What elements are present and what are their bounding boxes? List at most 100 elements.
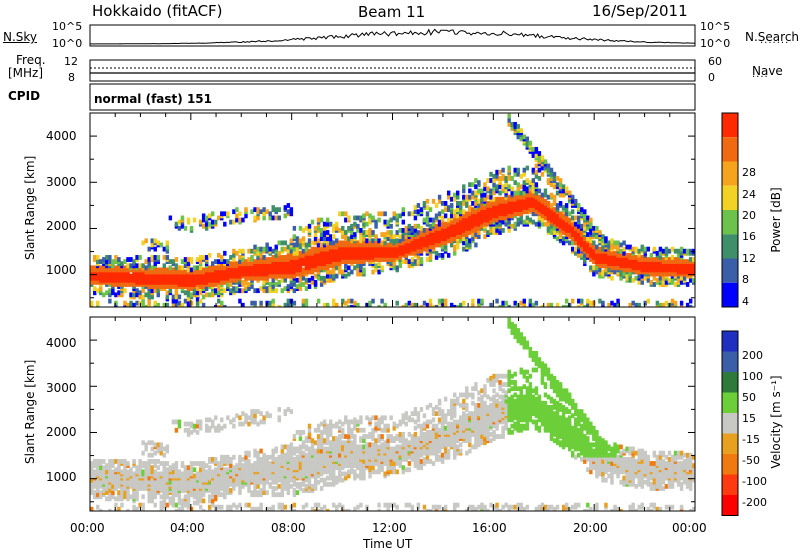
- heatmap-cell: [577, 298, 581, 304]
- heatmap-cell: [525, 215, 530, 221]
- heatmap-cell: [549, 228, 554, 233]
- heatmap-cell: [504, 215, 508, 221]
- heatmap-cell: [431, 217, 436, 223]
- heatmap-cell: [685, 302, 690, 307]
- heatmap-cell: [268, 454, 272, 460]
- heatmap-cell: [132, 267, 136, 273]
- heatmap-cell: [93, 290, 97, 296]
- heatmap-cell: [262, 486, 266, 491]
- heatmap-cell: [325, 427, 330, 433]
- heatmap-cell: [283, 456, 288, 462]
- heatmap-cell: [577, 215, 581, 221]
- heatmap-cell: [356, 263, 360, 269]
- heatmap-cell: [428, 298, 433, 304]
- heatmap-cell: [395, 230, 399, 235]
- heatmap-cell: [171, 469, 176, 475]
- heatmap-cell: [558, 211, 563, 217]
- heatmap-cell: [214, 415, 218, 421]
- heatmap-cell: [141, 506, 145, 511]
- heatmap-cell: [328, 481, 333, 487]
- heatmap-cell: [198, 219, 203, 225]
- heatmap-cell: [99, 490, 103, 496]
- heatmap-cell: [183, 290, 188, 296]
- heatmap-cell: [259, 502, 263, 508]
- heatmap-cell: [195, 286, 200, 292]
- heatmap-cell: [549, 203, 554, 208]
- heatmap-cell: [241, 411, 245, 417]
- heatmap-cell: [189, 506, 194, 511]
- heatmap-cell: [495, 228, 499, 233]
- heatmap-cell: [123, 469, 127, 475]
- heatmap-cell: [377, 261, 381, 267]
- heatmap-cell: [105, 255, 109, 260]
- heatmap-cell: [574, 250, 578, 256]
- heatmap-cell: [549, 302, 554, 307]
- heatmap-cell: [150, 265, 154, 271]
- heatmap-cell: [108, 488, 112, 493]
- heatmap-cell: [489, 302, 493, 307]
- heatmap-cell: [332, 298, 336, 304]
- heatmap-cell: [111, 469, 115, 475]
- heatmap-cell: [183, 269, 188, 275]
- heatmap-cell: [292, 300, 297, 306]
- heatmap-cell: [389, 217, 393, 223]
- heatmap-cell: [198, 504, 203, 510]
- heatmap-cell: [192, 473, 197, 479]
- heatmap-cell: [601, 300, 605, 306]
- heatmap-cell: [211, 219, 215, 225]
- heatmap-cell: [428, 302, 433, 307]
- heatmap-cell: [129, 304, 133, 307]
- heatmap-cell: [322, 446, 327, 452]
- heatmap-cell: [204, 292, 209, 298]
- heatmap-cell: [413, 215, 418, 221]
- heatmap-cell: [332, 228, 336, 233]
- heatmap-cell: [259, 209, 263, 215]
- heatmap-cell: [622, 250, 626, 256]
- heatmap-cell: [449, 196, 454, 202]
- heatmap-cell: [389, 242, 393, 248]
- heatmap-cell: [96, 459, 100, 464]
- heatmap-cell: [622, 246, 626, 252]
- heatmap-cell: [516, 190, 520, 196]
- heatmap-cell: [123, 259, 127, 264]
- heatmap-cell: [319, 421, 324, 427]
- heatmap-cell: [495, 169, 499, 175]
- heatmap-cell: [250, 413, 254, 419]
- heatmap-cell: [525, 186, 530, 192]
- heatmap-cell: [135, 300, 139, 306]
- heatmap-cell: [371, 230, 375, 235]
- heatmap-cell: [328, 423, 333, 429]
- heatmap-cell: [262, 490, 266, 496]
- heatmap-cell: [292, 446, 297, 452]
- heatmap-cell: [289, 238, 294, 244]
- heatmap-cell: [546, 163, 551, 169]
- heatmap-cell: [676, 248, 681, 254]
- heatmap-cell: [374, 223, 378, 229]
- heatmap-cell: [165, 255, 170, 260]
- heatmap-cell: [150, 465, 154, 471]
- heatmap-cell: [332, 234, 336, 240]
- heatmap-cell: [93, 490, 97, 496]
- heatmap-cell: [525, 198, 530, 204]
- heatmap-cell: [531, 211, 536, 217]
- heatmap-cell: [256, 454, 260, 460]
- heatmap-cell: [220, 255, 224, 260]
- heatmap-cell: [443, 302, 448, 307]
- heatmap-cell: [313, 440, 318, 446]
- heatmap-cell: [525, 140, 530, 146]
- heatmap-cell: [120, 502, 124, 508]
- heatmap-cell: [117, 490, 121, 496]
- heatmap-cell: [277, 407, 281, 412]
- heatmap-cell: [286, 248, 291, 254]
- heatmap-cell: [322, 419, 327, 425]
- heatmap-cell: [607, 240, 611, 246]
- heatmap-cell: [558, 200, 563, 206]
- heatmap-cell: [446, 217, 451, 223]
- heatmap-cell: [422, 200, 427, 206]
- heatmap-cell: [214, 219, 218, 225]
- heatmap-cell: [437, 219, 442, 225]
- heatmap-cell: [292, 250, 297, 256]
- heatmap-cell: [328, 419, 333, 425]
- heatmap-cell: [462, 246, 466, 252]
- heatmap-cell: [174, 288, 179, 294]
